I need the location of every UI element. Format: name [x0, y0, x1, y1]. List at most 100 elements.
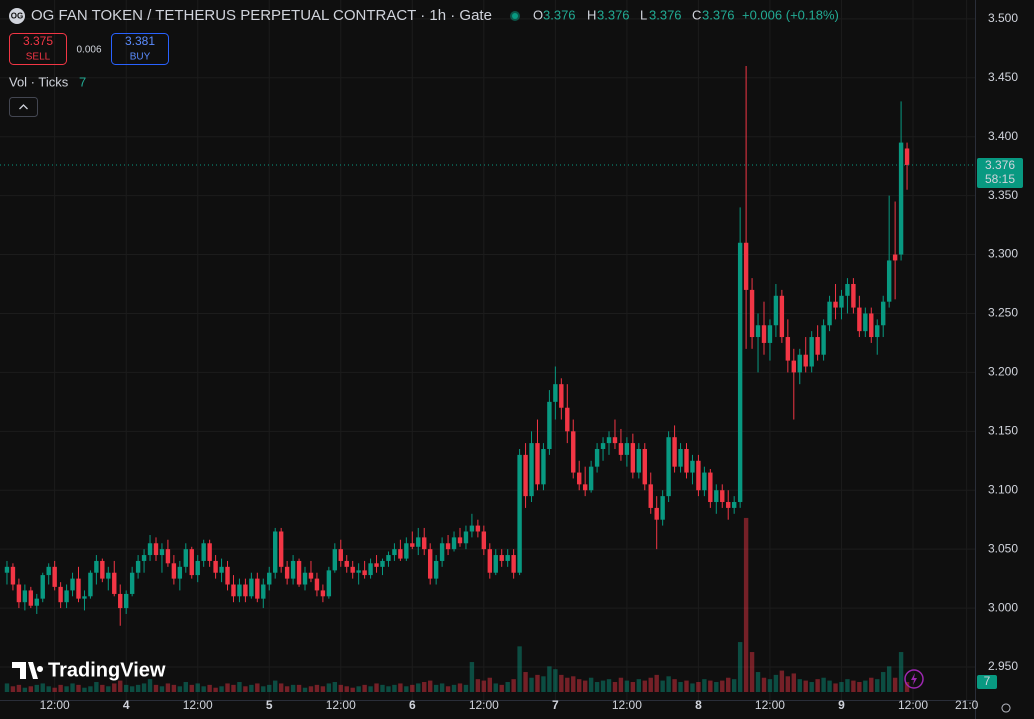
volume-bar	[368, 686, 373, 692]
candle-body	[815, 337, 820, 355]
volume-bar	[350, 687, 355, 692]
volume-bar	[332, 682, 338, 692]
candle-body	[195, 560, 200, 576]
y-tick-label: 3.200	[988, 365, 1018, 379]
volume-bar	[94, 682, 99, 692]
x-tick-label: 21:0	[955, 698, 979, 712]
volume-bar	[857, 682, 862, 692]
candle-body	[40, 575, 45, 599]
candle-body	[839, 295, 844, 308]
volume-bar	[720, 680, 725, 692]
buy-label: BUY	[130, 52, 151, 63]
volume-tag	[977, 675, 997, 690]
candle-body	[881, 301, 886, 326]
volume-value: 7	[79, 74, 86, 89]
volume-bar	[404, 686, 409, 692]
candle-body	[565, 407, 570, 432]
candle-body	[100, 560, 105, 579]
volume-tag-value: 7	[984, 674, 991, 688]
volume-bar	[451, 684, 457, 692]
volume-bar	[630, 682, 636, 692]
candle-body	[684, 448, 689, 473]
o-label: O	[533, 7, 543, 22]
symbol-icon	[9, 8, 25, 24]
candle-body	[529, 443, 534, 497]
candle-body	[821, 325, 826, 355]
volume-bar	[523, 672, 528, 692]
candle-body	[702, 472, 707, 491]
volume-bar	[612, 682, 618, 692]
candle-body	[737, 242, 743, 503]
volume-bar	[123, 684, 129, 692]
candle-body	[410, 543, 415, 547]
candle-body	[153, 543, 159, 556]
volume-bar	[797, 679, 802, 692]
volume-bar	[273, 680, 278, 692]
volume-bar	[278, 683, 284, 692]
candle-body	[803, 354, 808, 367]
volume-bar	[672, 679, 677, 692]
candle-body	[523, 454, 528, 497]
volume-bar	[70, 683, 75, 692]
volume-bar	[678, 682, 683, 692]
volume-bar	[767, 679, 773, 692]
candle-body	[541, 448, 546, 485]
candles	[0, 65, 975, 626]
alert-icon[interactable]	[904, 669, 924, 689]
candle-body	[469, 525, 475, 532]
y-tick-label: 2.950	[988, 659, 1018, 673]
candle-body	[427, 549, 433, 579]
candle-body	[445, 543, 451, 550]
x-tick-label: 12:00	[898, 698, 928, 712]
candle-body	[833, 301, 838, 308]
volume-bar	[231, 684, 236, 692]
volume-bar	[904, 682, 910, 692]
volume-bar	[571, 676, 576, 692]
volume-bar	[457, 683, 463, 692]
candle-body	[827, 301, 832, 326]
candle-body	[58, 586, 63, 603]
candle-body	[118, 593, 123, 609]
candle-body	[863, 313, 868, 332]
candle-body	[416, 537, 421, 547]
candle-body	[767, 325, 773, 343]
x-tick-label: 12:00	[40, 698, 70, 712]
candle-body	[582, 484, 588, 491]
buy-button[interactable]	[111, 33, 169, 65]
volume-bar	[416, 683, 421, 692]
candle-body	[791, 360, 796, 373]
sell-button[interactable]	[9, 33, 67, 65]
volume-bar	[326, 683, 332, 692]
candle-body	[249, 578, 254, 597]
volume-bar	[106, 686, 111, 692]
volume-bar	[118, 680, 123, 692]
candle-body	[654, 507, 659, 520]
volume-pane	[4, 517, 910, 692]
grid	[0, 0, 975, 700]
candle-body	[773, 295, 779, 326]
candle-body	[326, 570, 332, 597]
candle-body	[4, 566, 10, 573]
candle-body	[857, 307, 862, 332]
candle-body	[475, 525, 481, 532]
candle-body	[177, 566, 183, 579]
candle-body	[648, 484, 653, 508]
volume-bar	[267, 684, 272, 692]
candle-body	[559, 384, 564, 408]
volume-bar	[636, 679, 642, 692]
alert-bolt	[911, 673, 917, 685]
l-label: L	[640, 7, 647, 22]
volume-bar	[147, 679, 153, 692]
volume-bar	[183, 682, 188, 692]
candle-body	[505, 555, 510, 561]
collapse-button[interactable]	[9, 97, 38, 117]
volume-bar	[177, 686, 183, 692]
volume-bar	[815, 679, 820, 692]
volume-bar	[779, 670, 785, 692]
settings-icon[interactable]	[1001, 703, 1011, 713]
volume-bar	[249, 684, 254, 692]
x-tick-label: 12:00	[469, 698, 499, 712]
candle-body	[696, 460, 701, 491]
candle-body	[255, 578, 260, 599]
